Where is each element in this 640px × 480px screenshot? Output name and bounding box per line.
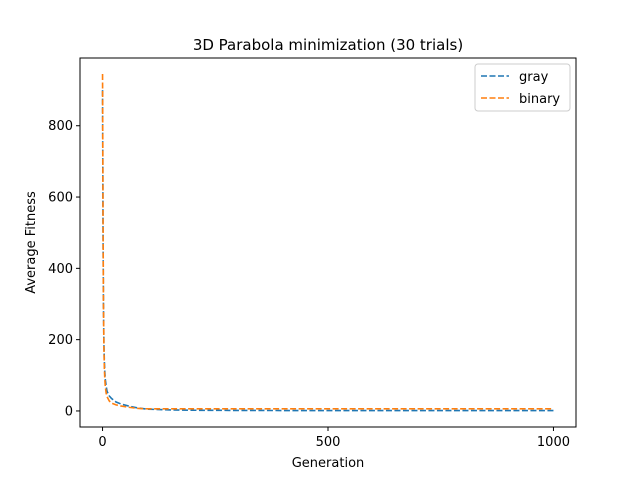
legend-label-binary: binary: [519, 92, 560, 107]
x-tick-label: 500: [316, 435, 341, 450]
y-tick-label: 200: [48, 333, 73, 348]
axis-ticks: 0 500 1000 0 200 400 600 800: [48, 119, 570, 450]
x-tick-label: 1000: [537, 435, 570, 450]
y-tick-label: 400: [48, 262, 73, 277]
y-tick-label: 0: [65, 404, 73, 419]
chart-title: 3D Parabola minimization (30 trials): [193, 36, 463, 54]
x-axis-label: Generation: [292, 456, 365, 471]
legend: gray binary: [474, 63, 571, 112]
y-tick-label: 800: [48, 119, 73, 134]
plot-area: [101, 74, 554, 412]
series-line-binary: [101, 74, 554, 410]
x-tick-label: 0: [98, 435, 106, 450]
legend-label-gray: gray: [519, 70, 549, 85]
y-axis-label: Average Fitness: [24, 191, 39, 294]
series-line-gray: [101, 90, 554, 412]
y-tick-label: 600: [48, 191, 73, 206]
